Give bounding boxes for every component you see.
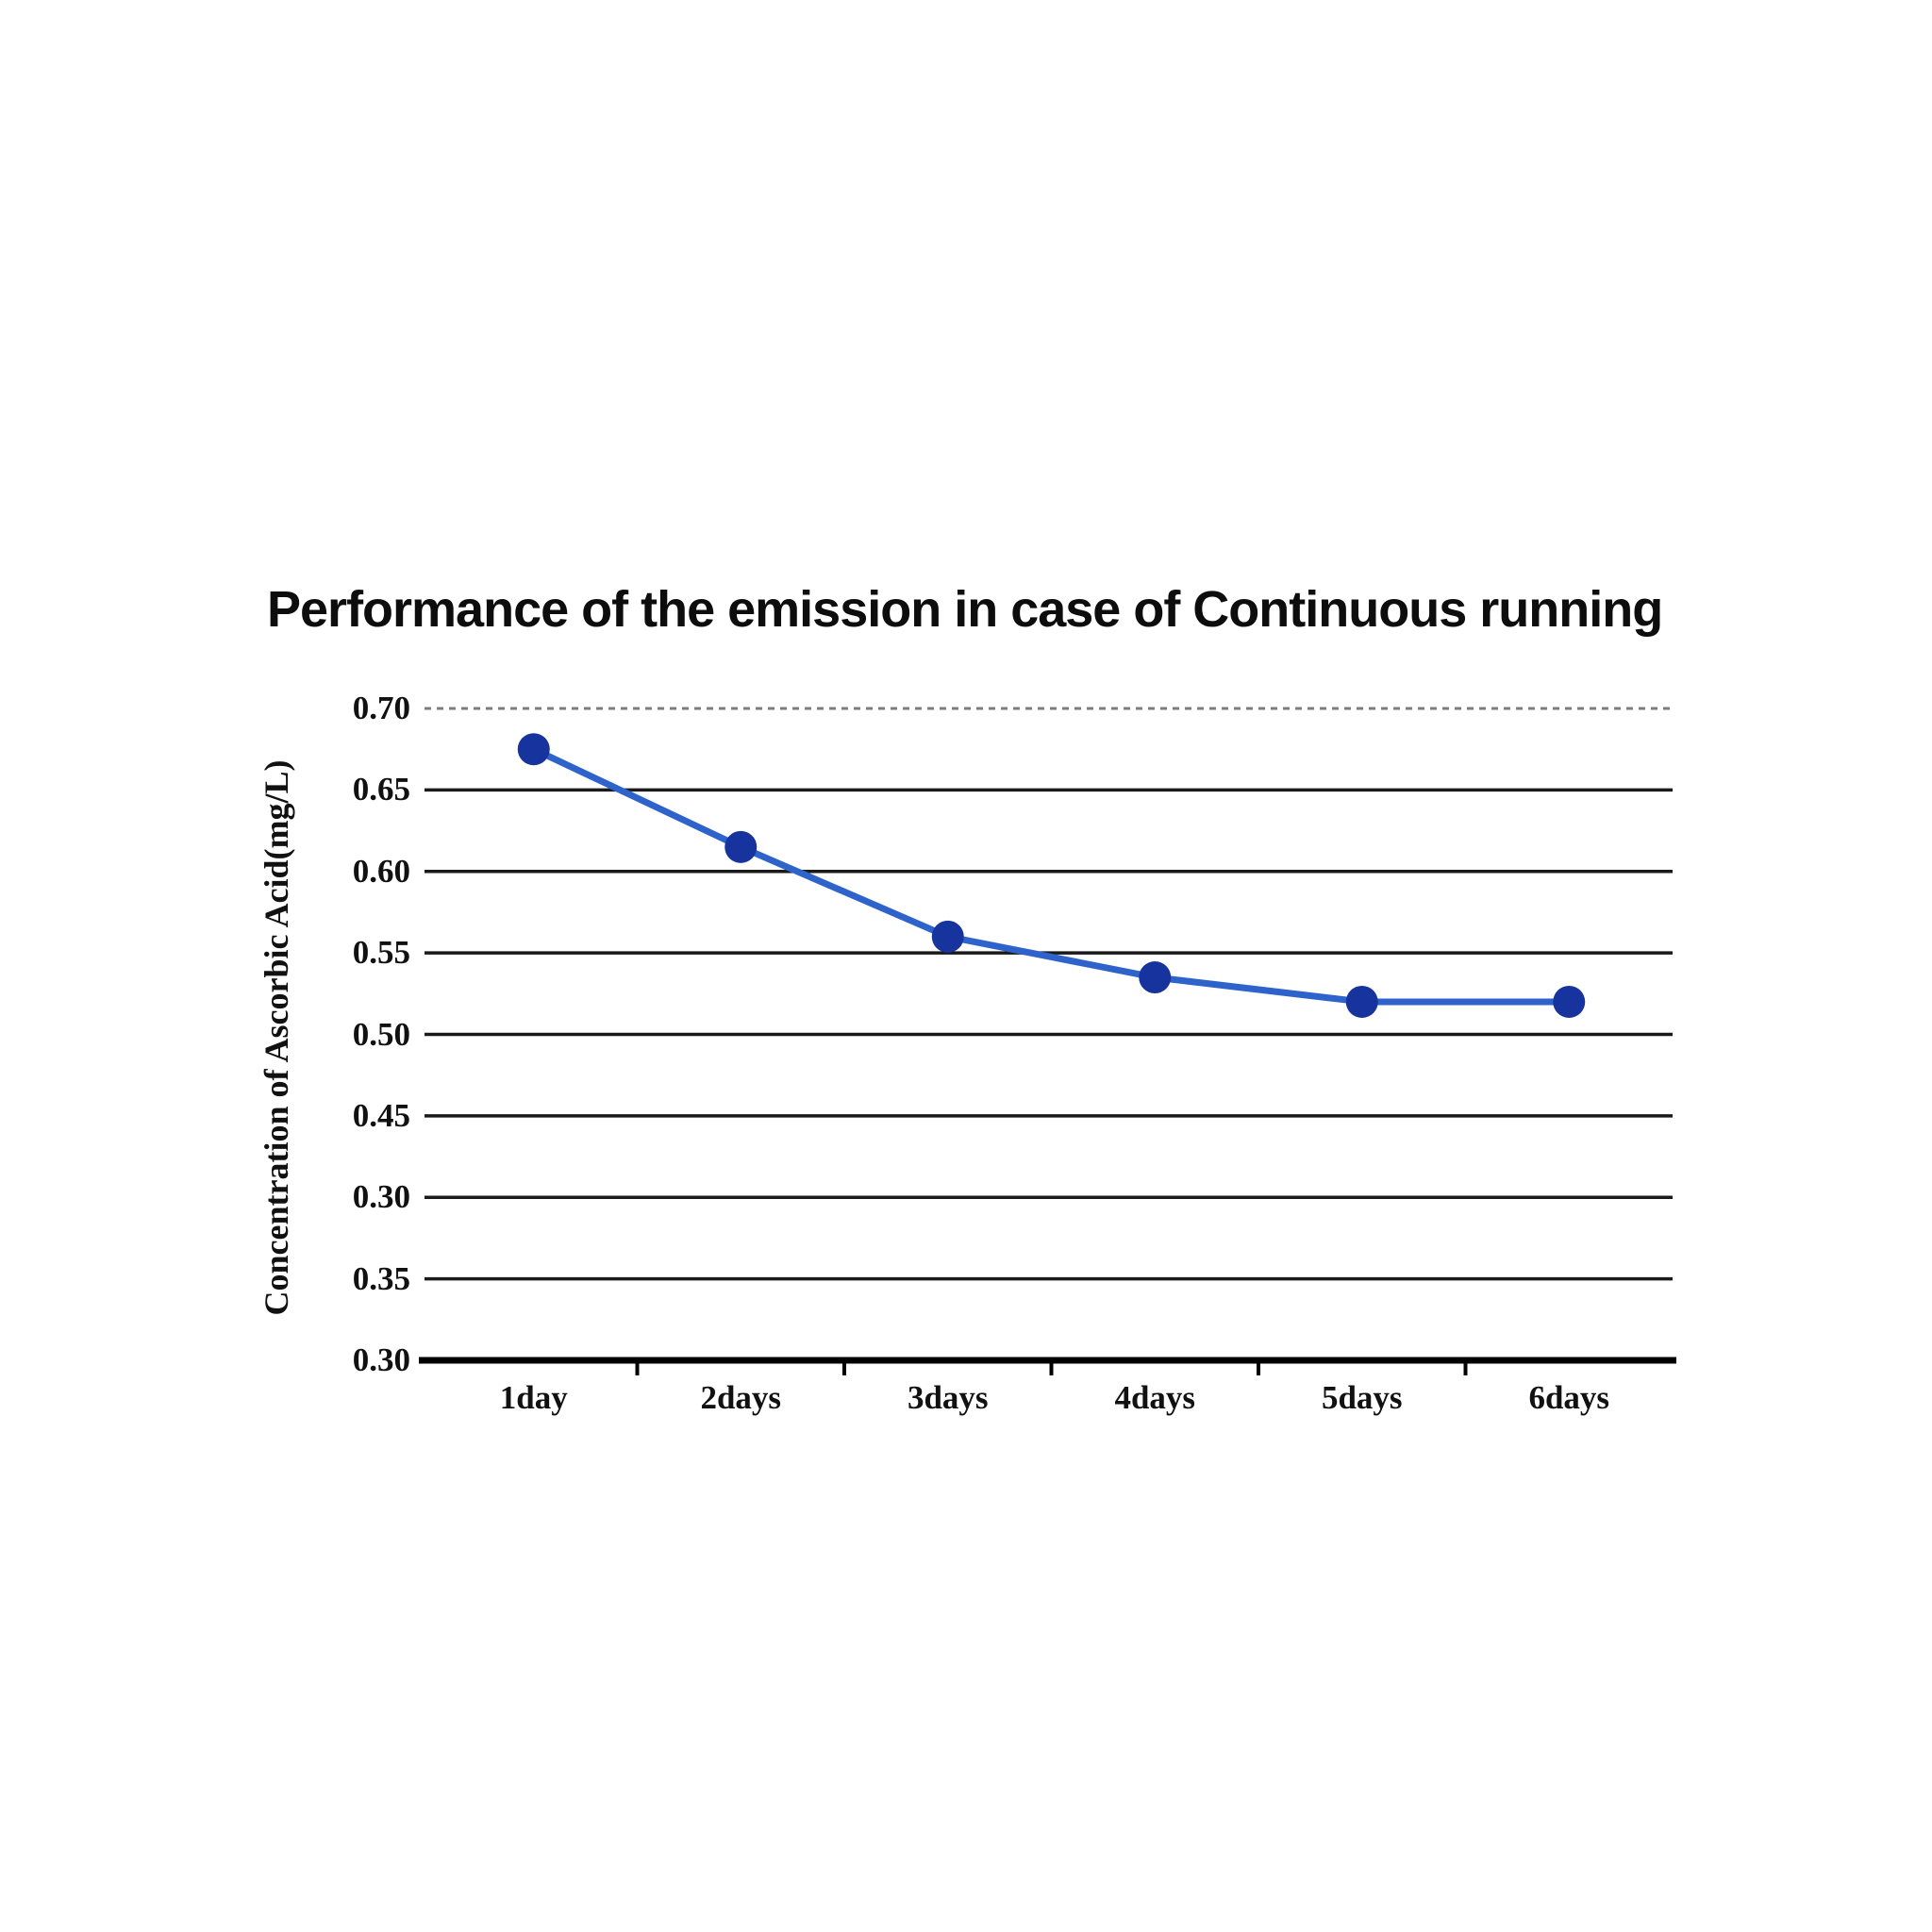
y-tick-label: 0.60	[352, 852, 410, 890]
y-tick-label: 0.35	[352, 1259, 410, 1297]
y-tick-label: 0.70	[352, 690, 410, 726]
y-tick-label: 0.55	[352, 934, 410, 972]
chart-title: Performance of the emission in case of C…	[267, 581, 1663, 638]
series-line	[530, 745, 1573, 1006]
data-point-marker	[1139, 961, 1172, 994]
y-tick-label: 0.45	[352, 1096, 410, 1134]
y-tick-label: 0.30	[352, 1341, 410, 1378]
y-tick-label: 0.50	[352, 1015, 410, 1053]
y-tick-label: 0.30	[352, 1178, 410, 1216]
data-point-marker	[931, 920, 964, 953]
data-point-marker	[1345, 985, 1378, 1018]
x-tick-label: 1day	[499, 1379, 568, 1416]
x-tick-label: 4days	[1114, 1379, 1196, 1416]
x-tick-label: 5days	[1321, 1379, 1403, 1416]
x-tick-label: 6days	[1528, 1379, 1610, 1416]
data-point-marker	[517, 733, 550, 766]
data-point-marker	[724, 830, 758, 863]
x-tick-label: 3days	[907, 1379, 989, 1416]
x-tick-label: 2days	[700, 1379, 782, 1416]
data-point-marker	[1553, 985, 1586, 1018]
y-tick-label: 0.65	[352, 771, 410, 808]
